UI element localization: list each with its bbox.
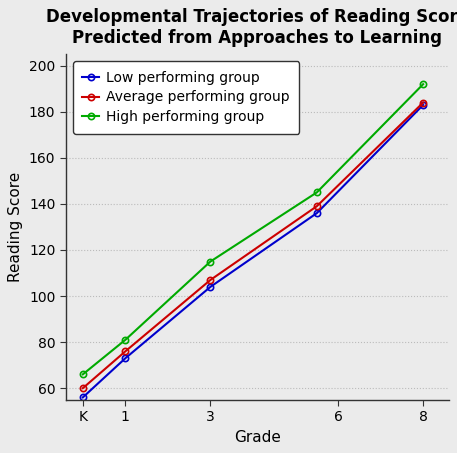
- Average performing group: [314, 203, 319, 209]
- High performing group: [420, 82, 426, 87]
- Low performing group: [420, 102, 426, 108]
- Line: Average performing group: Average performing group: [80, 100, 426, 391]
- High performing group: [314, 190, 319, 195]
- Average performing group: [122, 349, 128, 354]
- Legend: Low performing group, Average performing group, High performing group: Low performing group, Average performing…: [73, 61, 299, 134]
- Average performing group: [207, 277, 213, 283]
- Y-axis label: Reading Score: Reading Score: [8, 172, 23, 282]
- High performing group: [80, 371, 85, 377]
- Low performing group: [80, 395, 85, 400]
- Average performing group: [80, 386, 85, 391]
- Low performing group: [314, 211, 319, 216]
- High performing group: [207, 259, 213, 264]
- X-axis label: Grade: Grade: [234, 429, 281, 445]
- Low performing group: [122, 356, 128, 361]
- Line: High performing group: High performing group: [80, 81, 426, 377]
- Line: Low performing group: Low performing group: [80, 102, 426, 400]
- Average performing group: [420, 100, 426, 106]
- Title: Developmental Trajectories of Reading Score
Predicted from Approaches to Learnin: Developmental Trajectories of Reading Sc…: [46, 8, 457, 47]
- Low performing group: [207, 284, 213, 289]
- High performing group: [122, 337, 128, 342]
